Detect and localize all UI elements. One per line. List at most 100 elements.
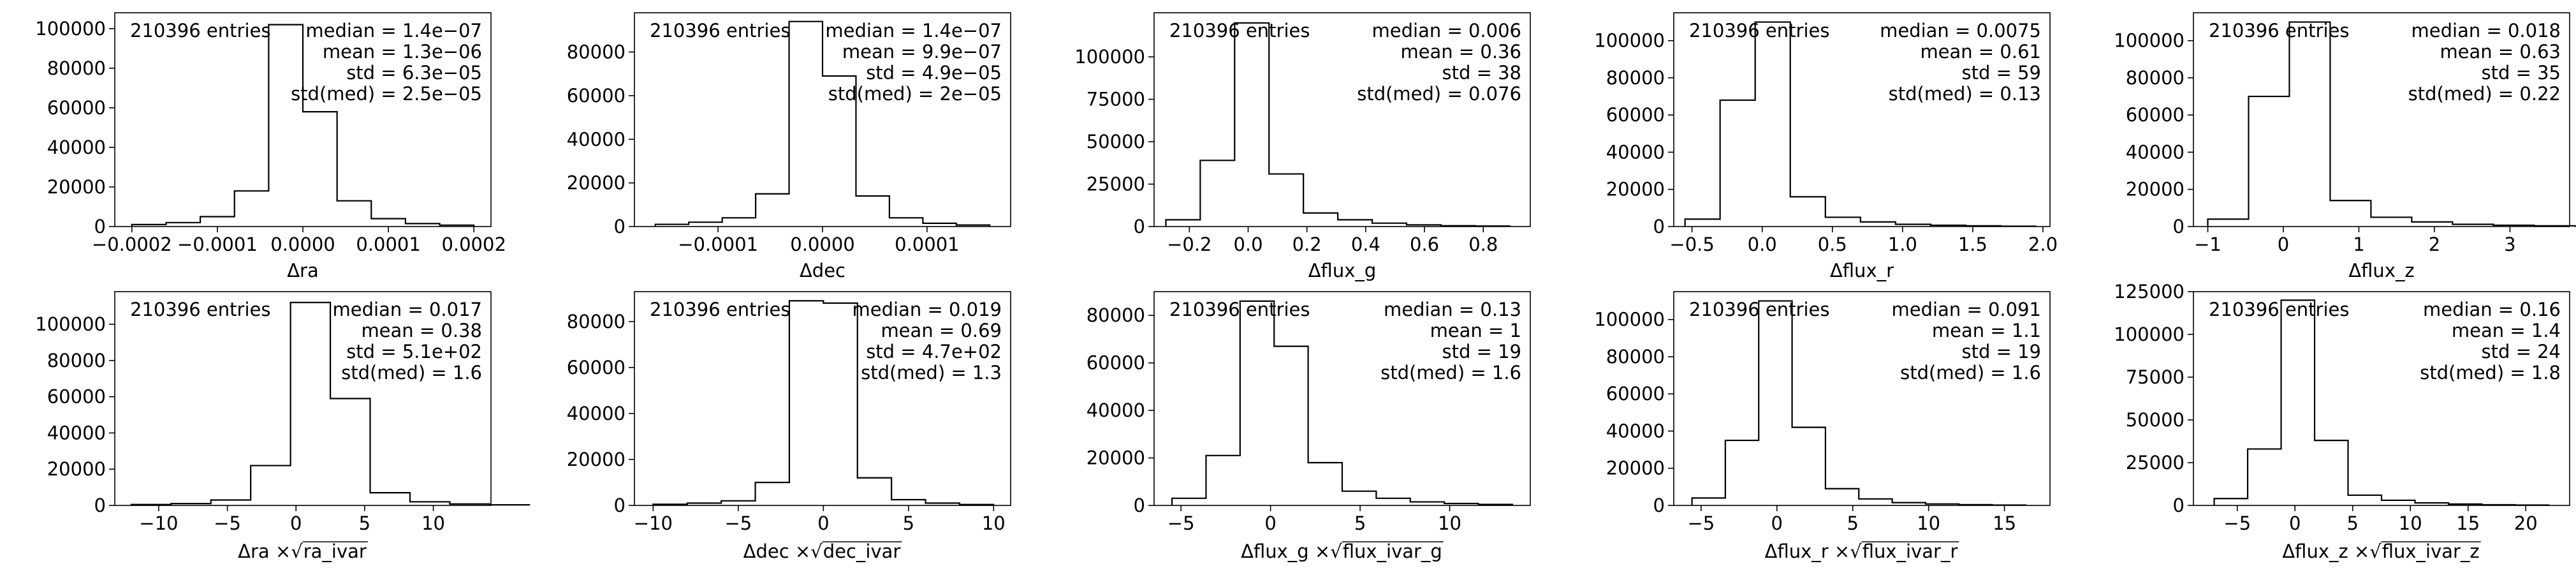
x-tick-label: −5: [214, 512, 241, 534]
y-tick-label: 60000: [1606, 104, 1665, 126]
x-axis-label: Δflux_z × √ flux_ivar_z: [2282, 541, 2481, 562]
x-tick-label: 0: [817, 512, 829, 534]
stat-line: mean = 1.4: [2452, 320, 2561, 341]
stat-line: std(med) = 1.6: [341, 362, 482, 384]
stat-line: std(med) = 0.076: [1357, 83, 1521, 105]
y-tick-label: 0: [614, 216, 626, 237]
y-tick-label: 60000: [47, 386, 106, 408]
y-tick-label: 40000: [1606, 141, 1665, 163]
histogram-step-line: [1684, 21, 2037, 227]
stat-line: std = 38: [1442, 62, 1521, 84]
y-tick-label: 80000: [1087, 304, 1145, 326]
stat-line: mean = 1.3e−06: [323, 41, 482, 63]
stat-line: std(med) = 2.5e−05: [291, 83, 482, 105]
y-tick-label: 60000: [567, 357, 626, 378]
stat-line: median = 0.018: [2411, 20, 2561, 41]
x-tick-label: 5: [359, 512, 370, 534]
stat-line: std = 5.1e+02: [346, 341, 482, 362]
x-tick-label: 0.5: [1818, 234, 1847, 255]
x-tick-label: 0.0: [1748, 234, 1777, 255]
x-tick-label: −0.2: [1167, 234, 1211, 255]
x-axis-label: Δflux_z: [2348, 260, 2414, 281]
y-tick-label: 50000: [2126, 409, 2184, 431]
x-tick-label: −1: [2194, 234, 2221, 255]
x-tick-label: −10: [139, 512, 178, 534]
entries-count-label: 210396 entries: [650, 299, 790, 320]
xlabel-prefix: Δdec ×: [743, 541, 811, 562]
x-tick-label: 0: [1264, 512, 1276, 534]
x-tick-label: 0.0002: [441, 234, 506, 255]
x-tick-label: 20: [2514, 512, 2538, 534]
x-tick-label: −5: [1687, 512, 1715, 534]
histogram-step-line: [1691, 300, 2027, 506]
entries-count-label: 210396 entries: [130, 299, 270, 320]
sqrt-sign: √: [2369, 541, 2382, 562]
stat-line: std = 4.7e+02: [866, 341, 1002, 362]
y-tick-label: 20000: [567, 172, 626, 194]
stat-line: std = 35: [2481, 62, 2561, 84]
x-tick-label: 0: [2289, 512, 2301, 534]
y-tick-label: 40000: [567, 403, 626, 424]
y-tick-label: 25000: [1087, 174, 1145, 195]
axes-frame: [1153, 12, 1531, 227]
y-tick-label: 25000: [2126, 452, 2184, 474]
x-tick-label: −0.5: [1669, 234, 1714, 255]
sqrt-sign: √: [291, 541, 303, 562]
sqrt-sign: √: [1850, 541, 1862, 562]
entries-count-label: 210396 entries: [130, 20, 270, 41]
stat-line: median = 0.019: [853, 299, 1002, 320]
x-tick-label: 1.0: [1888, 234, 1917, 255]
stat-line: median = 1.4e−07: [825, 20, 1002, 41]
stat-line: std = 4.9e−05: [866, 62, 1002, 84]
xlabel-prefix: Δflux_r ×: [1765, 541, 1850, 562]
stat-line: median = 1.4e−07: [305, 20, 482, 41]
y-tick-label: 75000: [1087, 89, 1145, 110]
y-tick-label: 80000: [47, 350, 106, 371]
y-tick-label: 40000: [1606, 420, 1665, 442]
x-tick-label: −10: [634, 512, 673, 534]
y-tick-label: 0: [1134, 216, 1145, 237]
y-tick-label: 50000: [1087, 131, 1145, 153]
y-tick-label: 80000: [2126, 67, 2184, 89]
histogram-panel: −5 0 5 10 15 0 20000 40000 60000 80000 100000 Δflux…: [1594, 291, 2051, 562]
stat-line: std(med) = 1.6: [1900, 362, 2041, 384]
y-tick-label: 0: [1653, 495, 1665, 516]
stat-line: std(med) = 0.13: [1889, 83, 2041, 105]
entries-count-label: 210396 entries: [2209, 20, 2349, 41]
y-tick-label: 0: [94, 495, 106, 516]
y-tick-label: 60000: [1087, 352, 1145, 374]
y-tick-label: 60000: [1606, 383, 1665, 405]
stat-line: median = 0.006: [1372, 20, 1521, 41]
x-tick-label: 0.0000: [790, 234, 854, 255]
xlabel-radicand: flux_ivar_r: [1862, 541, 1958, 562]
x-tick-label: 15: [1993, 512, 2016, 534]
x-tick-label: 5: [1354, 512, 1366, 534]
stat-line: median = 0.16: [2423, 299, 2561, 320]
stat-line: mean = 0.63: [2440, 41, 2561, 63]
y-tick-label: 20000: [1606, 458, 1665, 479]
x-tick-label: −0.0001: [678, 234, 758, 255]
x-tick-label: −0.0001: [177, 234, 258, 255]
x-tick-label: 0.8: [1468, 234, 1498, 255]
x-axis-label: Δdec: [800, 260, 845, 281]
x-axis-label: Δflux_g × √ flux_ivar_g: [1241, 541, 1444, 562]
x-tick-label: −5: [2223, 512, 2251, 534]
xlabel-prefix: Δra ×: [238, 541, 291, 562]
x-tick-label: 10: [2399, 512, 2422, 534]
xlabel-prefix: Δflux_g ×: [1241, 541, 1330, 562]
x-tick-label: 0.6: [1410, 234, 1439, 255]
histogram-panel: −0.2 0.0 0.2 0.4 0.6 0.8 0 25000 50000 75000 10000…: [1074, 12, 1531, 281]
stat-line: std(med) = 2e−05: [828, 83, 1002, 105]
y-tick-label: 20000: [567, 449, 626, 470]
x-tick-label: 1.5: [1958, 234, 1987, 255]
stat-line: std(med) = 1.3: [861, 362, 1002, 384]
histogram-step-line: [652, 300, 995, 505]
histogram-panel: −0.0002 −0.0001 0.0000 0.0001 0.0002 0 20000 40…: [35, 12, 506, 281]
stat-line: mean = 9.9e−07: [842, 41, 1002, 63]
stat-line: median = 0.017: [333, 299, 482, 320]
y-tick-label: 0: [94, 216, 106, 237]
entries-count-label: 210396 entries: [1689, 20, 1829, 41]
stat-line: mean = 0.38: [361, 320, 482, 341]
y-tick-label: 80000: [567, 311, 626, 332]
x-tick-label: 0.0: [1233, 234, 1262, 255]
